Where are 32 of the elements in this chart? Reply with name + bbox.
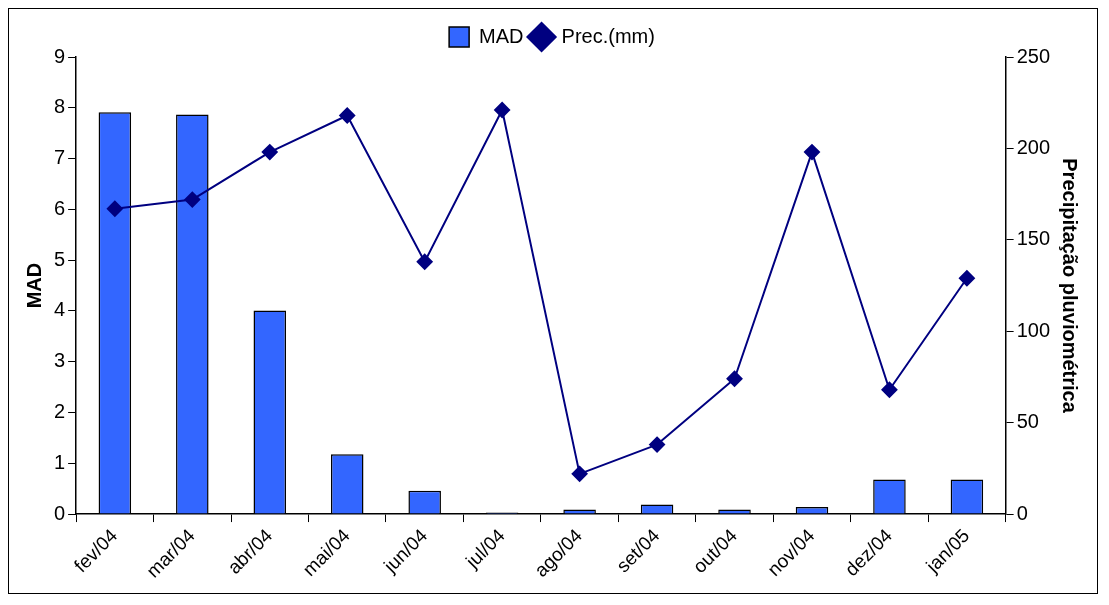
- y-tick-label: 3: [54, 349, 66, 372]
- y2-tick-label: 100: [1016, 318, 1051, 341]
- y-tick-label: 2: [54, 400, 66, 423]
- y-tick-label: 5: [54, 247, 66, 270]
- y2-tick-label: 250: [1016, 44, 1051, 67]
- point: [649, 436, 666, 453]
- point: [416, 253, 433, 270]
- point: [339, 107, 356, 124]
- y2-tick-label: 150: [1016, 227, 1051, 250]
- y-tick-label: 4: [54, 298, 66, 321]
- point: [494, 102, 511, 119]
- point: [261, 144, 278, 161]
- y2-tick-label: 200: [1016, 135, 1051, 158]
- point: [726, 370, 743, 387]
- y2-tick-label: 50: [1016, 410, 1039, 433]
- y2-axis-title: Precipitação pluviométrica: [1059, 158, 1082, 414]
- y-axis-title: MAD: [22, 262, 45, 309]
- y2-tick-label: 0: [1016, 501, 1028, 524]
- point: [571, 465, 588, 482]
- y-tick-label: 0: [54, 501, 66, 524]
- point: [803, 144, 820, 161]
- point: [106, 200, 123, 217]
- y-tick-label: 7: [54, 146, 66, 169]
- y-tick-label: 6: [54, 196, 66, 219]
- legend-label: MAD: [479, 24, 524, 47]
- point: [184, 191, 201, 208]
- y-tick-label: 9: [54, 44, 66, 67]
- point: [958, 270, 975, 287]
- y-tick-label: 8: [54, 95, 66, 118]
- point: [881, 381, 898, 398]
- y-tick-label: 1: [54, 450, 66, 473]
- legend-label: Prec.(mm): [561, 24, 655, 47]
